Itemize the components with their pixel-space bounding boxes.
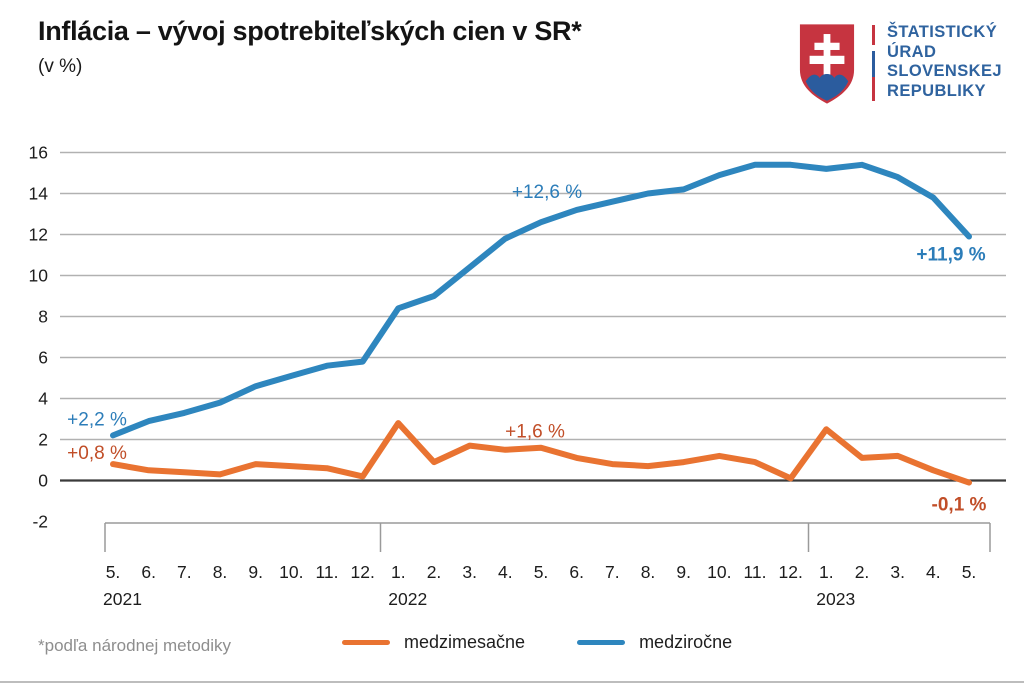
- x-tick-label: 4.: [926, 562, 941, 582]
- series-line-yearly: [110, 161, 972, 439]
- x-tick-label: 1.: [391, 562, 406, 582]
- logo-text-line: ŠTATISTICKÝ: [887, 23, 998, 41]
- x-axis: [104, 522, 991, 552]
- logo-divider: [872, 25, 875, 101]
- x-tick-label: 2.: [855, 562, 870, 582]
- x-tick-label: 6.: [141, 562, 156, 582]
- slovak-emblem-icon: [799, 24, 855, 104]
- y-tick-label: 6: [38, 348, 48, 368]
- x-tick-label: 2.: [427, 562, 442, 582]
- x-tick-label: 6.: [569, 562, 584, 582]
- legend-label-yearly: medziročne: [639, 632, 733, 652]
- x-tick-label: 3.: [890, 562, 905, 582]
- x-tick-label: 12.: [351, 562, 375, 582]
- legend-item-monthly: medzimesačne: [342, 632, 525, 653]
- inflation-line-chart: 16 14 12 10 8 6 4 2 0 -2 5. 6. 7. 8. 9. 10. 11. 12. 1. 2. 3.…: [29, 143, 1006, 609]
- y-tick-label: 2: [38, 430, 48, 450]
- page-subtitle: (v %): [38, 56, 83, 77]
- yearly-line-swatch-icon: [577, 639, 626, 646]
- y-tick-label: 8: [38, 307, 48, 327]
- x-tick-label: 5.: [106, 562, 121, 582]
- x-tick-label: 5.: [962, 562, 977, 582]
- x-tick-label: 10.: [279, 562, 303, 582]
- x-tick-label: 1.: [819, 562, 834, 582]
- x-tick-label: 11.: [743, 562, 766, 582]
- monthly-line-swatch-icon: [342, 639, 390, 646]
- y-tick-label: 16: [29, 143, 48, 163]
- series-line-monthly: [110, 420, 972, 486]
- logo-text-line: ÚRAD: [887, 42, 937, 61]
- x-tick-label: 8.: [213, 562, 228, 582]
- x-tick-label: 7.: [605, 562, 620, 582]
- x-tick-label: 11.: [315, 562, 338, 582]
- x-tick-label: 3.: [462, 562, 477, 582]
- logo-text: ŠTATISTICKÝ ÚRAD SLOVENSKEJ REPUBLIKY: [887, 23, 1002, 101]
- x-tick-label: 8.: [641, 562, 656, 582]
- y-tick-label: 4: [38, 389, 48, 409]
- data-annotation: +11,9 %: [916, 245, 985, 266]
- x-tick-label: 9.: [248, 562, 263, 582]
- chart-legend: medzimesačne medziročne: [342, 632, 732, 653]
- page-title: Inflácia – vývoj spotrebiteľských cien v…: [38, 16, 582, 46]
- y-tick-label: 14: [29, 184, 49, 204]
- y-tick-label: -2: [32, 512, 48, 532]
- y-tick-label: 12: [29, 225, 48, 245]
- year-label: 2022: [388, 589, 427, 609]
- methodology-footnote: *podľa národnej metodiky: [38, 636, 232, 655]
- data-annotation: +0,8 %: [67, 443, 127, 464]
- data-annotation: +1,6 %: [505, 422, 565, 443]
- x-tick-label: 9.: [676, 562, 691, 582]
- logo-text-line: REPUBLIKY: [887, 81, 986, 100]
- x-tick-label: 7.: [177, 562, 192, 582]
- data-annotation: -0,1 %: [932, 495, 987, 516]
- statistical-office-logo: ŠTATISTICKÝ ÚRAD SLOVENSKEJ REPUBLIKY: [798, 22, 1002, 106]
- logo-text-line: SLOVENSKEJ: [887, 62, 1002, 80]
- year-label: 2021: [103, 589, 142, 609]
- legend-label-monthly: medzimesačne: [404, 632, 526, 652]
- x-tick-label: 4.: [498, 562, 513, 582]
- legend-item-yearly: medziročne: [577, 632, 732, 653]
- x-tick-label: 12.: [779, 562, 803, 582]
- data-annotation: +2,2 %: [67, 409, 127, 430]
- x-tick-label: 5.: [534, 562, 549, 582]
- y-tick-label: 10: [29, 266, 49, 286]
- data-annotation: +12,6 %: [512, 182, 582, 203]
- x-tick-label: 10.: [707, 562, 731, 582]
- year-label: 2023: [816, 589, 855, 609]
- y-tick-label: 0: [38, 471, 48, 491]
